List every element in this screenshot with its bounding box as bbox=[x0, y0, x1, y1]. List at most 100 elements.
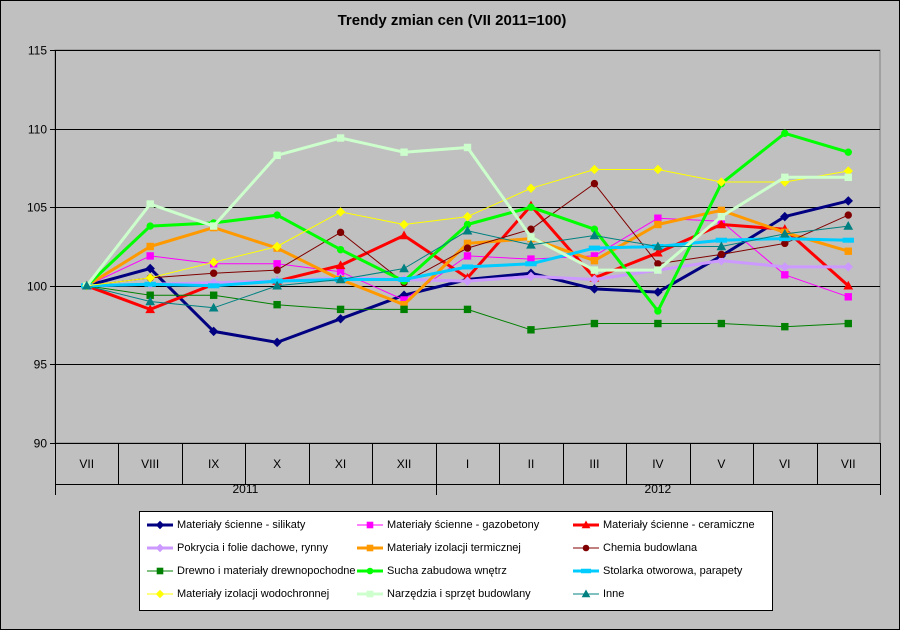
data-point bbox=[653, 247, 663, 257]
data-point bbox=[81, 280, 92, 290]
data-point bbox=[582, 544, 590, 552]
legend-swatch bbox=[147, 589, 173, 599]
legend-item: Sucha zabudowa wnętrz bbox=[356, 560, 507, 582]
data-point bbox=[844, 247, 852, 255]
data-point bbox=[155, 543, 165, 553]
data-point bbox=[780, 211, 790, 222]
data-point bbox=[336, 134, 345, 142]
data-point bbox=[527, 203, 535, 211]
data-point bbox=[366, 590, 374, 598]
legend-label: Drewno i materiały drewnopochodne bbox=[177, 565, 356, 577]
x-tick-label: VII bbox=[79, 457, 94, 471]
data-point bbox=[717, 206, 726, 215]
data-point bbox=[335, 207, 346, 217]
data-point bbox=[844, 211, 852, 219]
y-tick-label: 110 bbox=[28, 123, 47, 137]
data-point bbox=[843, 280, 854, 290]
data-point bbox=[589, 164, 600, 175]
data-point bbox=[654, 307, 662, 315]
x-tick-label: VI bbox=[779, 457, 790, 471]
legend-swatch bbox=[357, 590, 383, 598]
data-point bbox=[653, 241, 663, 251]
data-point bbox=[654, 266, 662, 274]
data-point bbox=[366, 544, 374, 552]
data-point bbox=[580, 568, 592, 574]
data-point bbox=[366, 521, 374, 529]
data-point bbox=[781, 322, 789, 331]
data-point bbox=[842, 237, 854, 243]
legend-swatch bbox=[357, 544, 383, 552]
y-tick-label: 115 bbox=[28, 44, 47, 58]
legend-swatch bbox=[147, 567, 173, 575]
data-point bbox=[208, 257, 219, 267]
data-point bbox=[399, 230, 409, 240]
x-tick-label: II bbox=[528, 457, 535, 471]
data-point bbox=[336, 228, 345, 237]
data-point bbox=[526, 239, 536, 249]
data-point bbox=[335, 260, 346, 270]
data-point bbox=[272, 280, 282, 290]
legend-label: Materiały izolacji termicznej bbox=[387, 542, 521, 554]
data-point bbox=[463, 252, 472, 260]
data-point bbox=[843, 262, 853, 272]
legend-item: Materiały izolacji wodochronnej bbox=[146, 583, 329, 605]
data-point bbox=[209, 222, 218, 230]
data-point bbox=[844, 293, 852, 301]
data-point bbox=[590, 266, 599, 274]
data-point bbox=[844, 148, 852, 156]
data-point bbox=[272, 241, 282, 252]
legend-label: Stolarka otworowa, parapety bbox=[603, 565, 743, 577]
data-point bbox=[717, 319, 726, 328]
data-point bbox=[653, 287, 663, 297]
legend: Materiały ścienne - silikaty Materiały śc… bbox=[139, 511, 773, 611]
data-point bbox=[156, 567, 164, 575]
legend-swatch bbox=[357, 521, 383, 529]
data-point bbox=[145, 273, 155, 283]
legend-label: Inne bbox=[603, 588, 625, 600]
data-point bbox=[400, 148, 408, 156]
data-point bbox=[155, 520, 165, 530]
legend-item: Inne bbox=[572, 583, 624, 605]
data-point bbox=[463, 244, 472, 252]
data-point bbox=[462, 225, 473, 235]
data-point bbox=[581, 520, 591, 529]
data-point bbox=[146, 252, 154, 260]
data-point bbox=[780, 262, 790, 272]
data-point bbox=[144, 281, 156, 287]
data-point bbox=[461, 264, 474, 270]
legend-swatch bbox=[573, 544, 599, 552]
year-label: 2011 bbox=[232, 482, 258, 496]
data-point bbox=[273, 260, 281, 268]
data-point bbox=[527, 233, 535, 241]
legend-label: Materiały ścienne - gazobetony bbox=[387, 519, 540, 531]
data-point bbox=[716, 241, 727, 251]
data-point bbox=[590, 319, 599, 328]
legend-label: Chemia budowlana bbox=[603, 542, 698, 554]
legend-label: Pokrycia i folie dachowe, rynny bbox=[177, 542, 329, 554]
data-point bbox=[843, 196, 853, 206]
data-point bbox=[590, 256, 599, 265]
legend-label: Materiały ścienne - ceramiczne bbox=[603, 519, 755, 531]
data-point bbox=[654, 319, 662, 328]
data-point bbox=[146, 200, 154, 208]
data-point bbox=[588, 245, 601, 251]
x-tick-label: VIII bbox=[141, 457, 159, 471]
x-tick-label: IX bbox=[208, 457, 219, 471]
data-point bbox=[654, 220, 662, 229]
data-point bbox=[145, 296, 156, 306]
legend-item: Stolarka otworowa, parapety bbox=[572, 560, 742, 582]
data-point bbox=[590, 179, 599, 188]
data-point bbox=[844, 319, 852, 328]
legend-item: Chemia budowlana bbox=[572, 537, 697, 559]
y-tick-label: 95 bbox=[34, 358, 48, 372]
data-point bbox=[844, 173, 852, 182]
data-point bbox=[366, 567, 374, 575]
legend-swatch bbox=[357, 567, 383, 575]
data-point bbox=[273, 151, 281, 160]
data-point bbox=[843, 221, 854, 230]
data-point bbox=[716, 219, 727, 229]
data-point bbox=[146, 242, 154, 251]
data-point bbox=[209, 291, 218, 299]
